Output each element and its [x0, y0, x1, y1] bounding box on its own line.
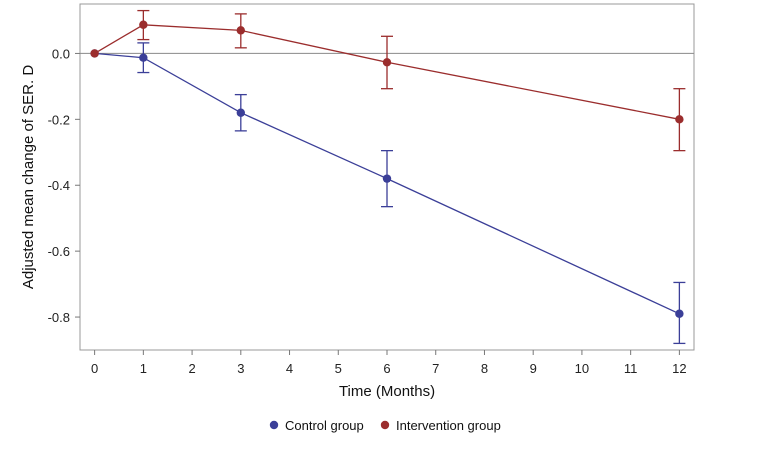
y-tick-label: -0.2: [48, 112, 70, 127]
series-group: [90, 9, 686, 345]
x-tick-label: 5: [335, 361, 342, 376]
x-axis-title: Time (Months): [339, 383, 435, 400]
y-axis-title: Adjusted mean change of SER. D: [20, 65, 37, 289]
x-tick-label: 0: [91, 361, 98, 376]
intervention-group-point: [382, 58, 392, 67]
intervention-group-series: [90, 9, 686, 152]
x-tick-label: 7: [432, 361, 439, 376]
x-tick-label: 6: [383, 361, 390, 376]
intervention-group-point: [236, 26, 246, 35]
x-tick-label: 11: [624, 361, 638, 376]
control-group-point: [236, 108, 246, 117]
control-group-point: [675, 309, 684, 318]
intervention-group-point: [139, 20, 148, 29]
y-tick-label: 0.0: [52, 46, 70, 61]
x-tick-label: 3: [237, 361, 244, 376]
control-group-legend-marker: [269, 420, 279, 430]
x-tick-label: 1: [140, 361, 147, 376]
control-group-point: [139, 53, 148, 62]
intervention-group-legend-label: Intervention group: [396, 418, 501, 433]
x-tick-label: 10: [575, 361, 589, 376]
x-tick-label: 8: [481, 361, 488, 376]
y-tick-label: -0.6: [48, 244, 70, 259]
x-tick-label: 9: [530, 361, 537, 376]
axes-group: 0 1 2 3 4 5 6 7 8 9 10 11 120.0-0.2-0.4-0.6-0.8: [48, 46, 687, 376]
control-group-series: [90, 42, 686, 345]
x-tick-label: 12: [672, 361, 686, 376]
y-tick-label: -0.8: [48, 310, 70, 325]
y-tick-label: -0.4: [48, 178, 70, 193]
intervention-group-legend-marker: [380, 420, 390, 430]
x-tick-label: 2: [188, 361, 195, 376]
x-tick-label: 4: [286, 361, 293, 376]
control-group-point: [382, 174, 392, 183]
legend: Control group Intervention group: [269, 418, 501, 433]
intervention-group-point: [90, 49, 99, 58]
intervention-group-point: [675, 115, 684, 124]
control-group-legend-label: Control group: [285, 418, 364, 433]
